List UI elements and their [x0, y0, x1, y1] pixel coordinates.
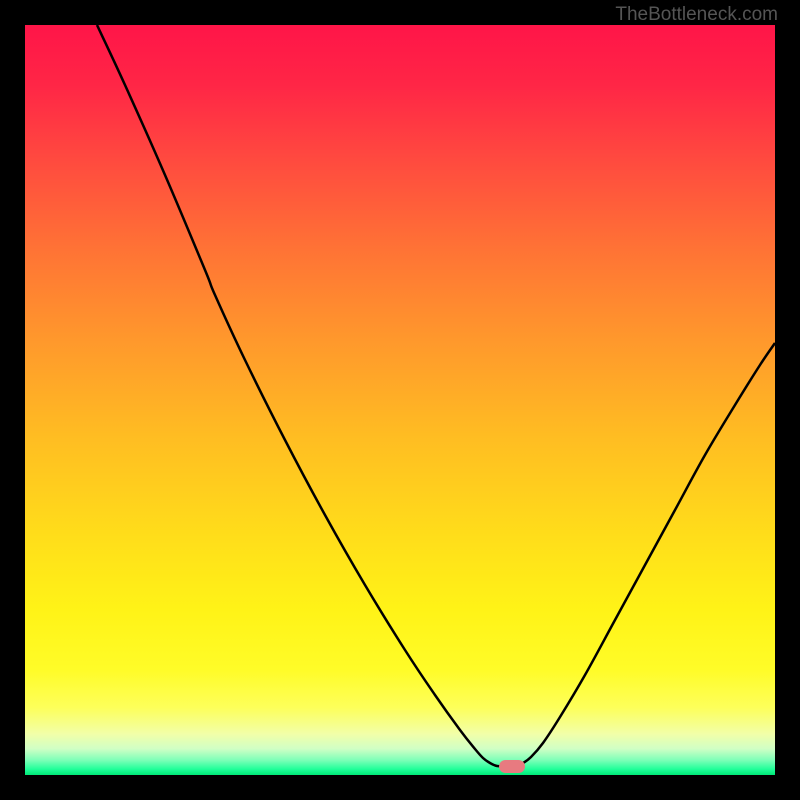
optimal-marker — [499, 760, 525, 773]
chart-area — [25, 25, 775, 775]
chart-frame — [25, 25, 775, 775]
watermark-text: TheBottleneck.com — [615, 4, 778, 26]
bottleneck-curve — [25, 25, 775, 775]
